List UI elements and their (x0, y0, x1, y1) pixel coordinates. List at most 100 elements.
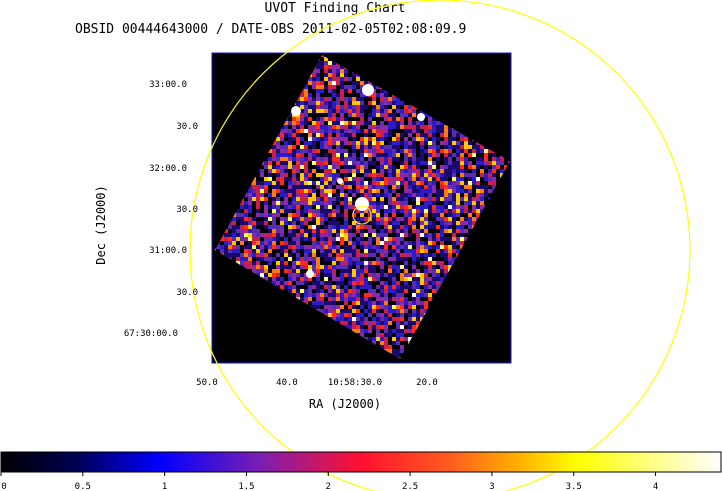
pixel (408, 297, 412, 301)
pixel (320, 229, 324, 233)
pixel (320, 137, 324, 141)
pixel (392, 281, 396, 285)
pixel (316, 165, 320, 169)
pixel (216, 245, 220, 249)
pixel (360, 177, 364, 181)
pixel (416, 285, 420, 289)
pixel (344, 265, 348, 269)
pixel (328, 249, 332, 253)
pixel (340, 281, 344, 285)
pixel (220, 245, 224, 249)
pixel (436, 193, 440, 197)
pixel (372, 253, 376, 257)
pixel (288, 113, 292, 117)
pixel (376, 205, 380, 209)
pixel (460, 193, 464, 197)
pixel (244, 221, 248, 225)
pixel (428, 209, 432, 213)
pixel (480, 165, 484, 169)
pixel (344, 297, 348, 301)
pixel (340, 217, 344, 221)
pixel (436, 125, 440, 129)
pixel (372, 257, 376, 261)
pixel (412, 221, 416, 225)
pixel (332, 269, 336, 273)
pixel (452, 205, 456, 209)
pixel (320, 301, 324, 305)
pixel (344, 285, 348, 289)
pixel (280, 217, 284, 221)
pixel (416, 309, 420, 313)
pixel (340, 161, 344, 165)
pixel (332, 69, 336, 73)
pixel (484, 181, 488, 185)
pixel (360, 257, 364, 261)
pixel (404, 285, 408, 289)
pixel (400, 109, 404, 113)
pixel (312, 193, 316, 197)
pixel (400, 137, 404, 141)
pixel (252, 233, 256, 237)
pixel (464, 193, 468, 197)
pixel (460, 185, 464, 189)
pixel (368, 169, 372, 173)
pixel (264, 229, 268, 233)
pixel (396, 225, 400, 229)
pixel (372, 317, 376, 321)
pixel (308, 101, 312, 105)
pixel (312, 85, 316, 89)
pixel (304, 113, 308, 117)
pixel (320, 125, 324, 129)
pixel (372, 141, 376, 145)
pixel (444, 241, 448, 245)
pixel (316, 233, 320, 237)
pixel (380, 249, 384, 253)
pixel (392, 173, 396, 177)
pixel (444, 193, 448, 197)
pixel (400, 273, 404, 277)
pixel (308, 237, 312, 241)
pixel (432, 173, 436, 177)
pixel (320, 285, 324, 289)
pixel (396, 145, 400, 149)
pixel (256, 205, 260, 209)
pixel (240, 201, 244, 205)
pixel (408, 257, 412, 261)
pixel (344, 101, 348, 105)
pixel (304, 133, 308, 137)
pixel (320, 281, 324, 285)
pixel (392, 137, 396, 141)
pixel (328, 113, 332, 117)
pixel (396, 281, 400, 285)
pixel (380, 149, 384, 153)
pixel (360, 145, 364, 149)
pixel (324, 281, 328, 285)
pixel (304, 157, 308, 161)
pixel (228, 237, 232, 241)
pixel (336, 237, 340, 241)
pixel (296, 161, 300, 165)
pixel (272, 241, 276, 245)
pixel (392, 141, 396, 145)
pixel (320, 81, 324, 85)
pixel (464, 149, 468, 153)
pixel (400, 249, 404, 253)
pixel (380, 113, 384, 117)
pixel (500, 161, 504, 165)
pixel (412, 265, 416, 269)
pixel (300, 281, 304, 285)
pixel (264, 225, 268, 229)
pixel (472, 197, 476, 201)
pixel (296, 165, 300, 169)
pixel (316, 161, 320, 165)
pixel (444, 157, 448, 161)
pixel (392, 149, 396, 153)
pixel (472, 141, 476, 145)
pixel (400, 301, 404, 305)
pixel (312, 121, 316, 125)
pixel (324, 137, 328, 141)
pixel (312, 249, 316, 253)
pixel (312, 221, 316, 225)
pixel (352, 205, 356, 209)
pixel (448, 173, 452, 177)
